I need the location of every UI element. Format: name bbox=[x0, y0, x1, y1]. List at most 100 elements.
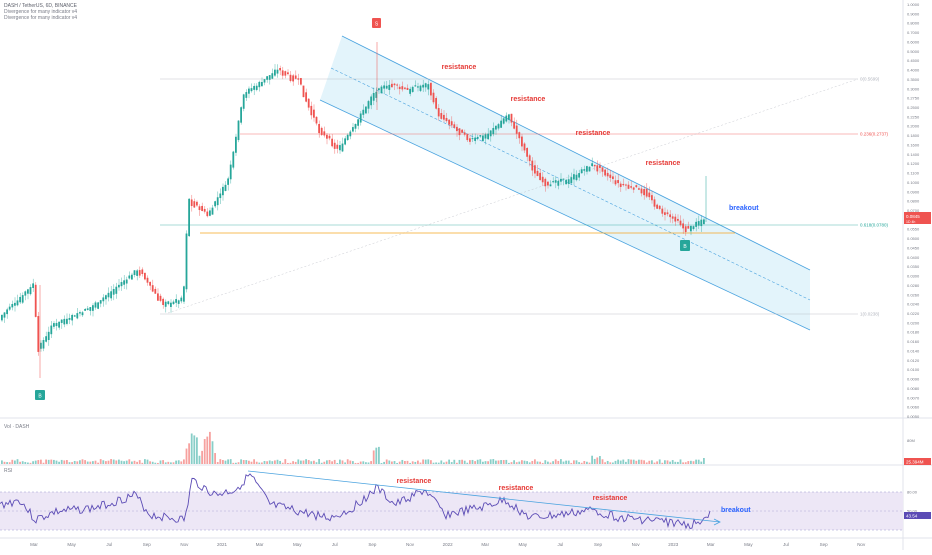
candle-body bbox=[128, 275, 131, 279]
volume-bar bbox=[235, 462, 237, 464]
candle-body bbox=[141, 269, 144, 275]
candle-body bbox=[32, 283, 34, 288]
candle-body bbox=[112, 289, 115, 295]
volume-bar bbox=[276, 459, 279, 464]
candle-body bbox=[209, 210, 211, 216]
volume-bar bbox=[268, 460, 271, 464]
candle-body bbox=[115, 286, 118, 294]
time-tick-label: 2022 bbox=[443, 542, 454, 547]
candle-body bbox=[443, 114, 445, 120]
price-tick-label: 0.0080 bbox=[907, 386, 920, 391]
volume-bar bbox=[541, 462, 544, 464]
indicator-label-1[interactable]: Divergence for many indicator v4 bbox=[4, 9, 78, 15]
candle-body bbox=[601, 167, 604, 172]
price-tick-label: 1.0000 bbox=[907, 2, 920, 7]
volume-pane-label: Vol · DASH bbox=[4, 424, 30, 430]
candle-body bbox=[565, 179, 567, 185]
candle-body bbox=[664, 212, 666, 215]
price-tick-label: 0.2750 bbox=[907, 96, 920, 101]
channel-lower bbox=[319, 99, 811, 331]
volume-bar bbox=[248, 460, 250, 464]
time-tick-label: May bbox=[519, 542, 528, 547]
volume-bar bbox=[159, 460, 162, 464]
volume-bar bbox=[404, 461, 406, 464]
volume-bar bbox=[60, 459, 63, 464]
volume-bar bbox=[518, 461, 521, 464]
volume-bar bbox=[697, 459, 700, 464]
volume-bar bbox=[32, 461, 34, 464]
volume-bar bbox=[326, 460, 328, 464]
volume-bar bbox=[461, 459, 463, 464]
candle-body bbox=[336, 144, 339, 149]
price-tick-label: 0.0100 bbox=[907, 367, 920, 372]
candle-body bbox=[554, 180, 557, 183]
candle-body bbox=[185, 233, 188, 290]
indicator-label-2[interactable]: Divergence for many indicator v4 bbox=[4, 15, 78, 21]
volume-bar bbox=[661, 462, 664, 464]
candle-body bbox=[560, 178, 562, 182]
volume-bar bbox=[513, 460, 515, 464]
candle-body bbox=[450, 121, 453, 126]
volume-bar bbox=[669, 461, 671, 464]
candle-body bbox=[510, 113, 513, 123]
volume-bar bbox=[502, 460, 505, 464]
volume-bar bbox=[547, 461, 549, 464]
candle-body bbox=[453, 124, 456, 128]
candle-body bbox=[648, 192, 651, 198]
volume-bar bbox=[6, 462, 8, 464]
volume-bar bbox=[583, 461, 586, 464]
candle-body bbox=[687, 226, 690, 229]
volume-bar bbox=[328, 459, 331, 464]
price-tick-label: 0.6000 bbox=[907, 39, 920, 44]
candle-body bbox=[180, 297, 183, 302]
candle-body bbox=[414, 85, 417, 87]
volume-bar bbox=[443, 462, 445, 464]
volume-bar bbox=[658, 459, 661, 464]
breakout-annotation: breakout bbox=[729, 205, 759, 212]
candle-body bbox=[471, 138, 474, 140]
candle-body bbox=[245, 92, 248, 98]
candle-body bbox=[578, 173, 580, 178]
volume-bar bbox=[635, 460, 638, 464]
resistance-annotation: resistance bbox=[511, 96, 546, 103]
volume-bar bbox=[417, 460, 419, 464]
volume-bar bbox=[305, 459, 307, 464]
resistance-annotation: resistance bbox=[576, 130, 611, 137]
volume-bar bbox=[203, 439, 206, 464]
volume-bar bbox=[531, 460, 534, 464]
volume-bar bbox=[149, 461, 151, 464]
candle-body bbox=[526, 147, 528, 157]
volume-bar bbox=[528, 462, 531, 464]
candle-body bbox=[68, 317, 71, 320]
rsi-breakout-annotation: breakout bbox=[721, 507, 751, 514]
volume-bar bbox=[560, 459, 562, 464]
candle-body bbox=[313, 109, 315, 118]
candle-body bbox=[227, 178, 229, 185]
price-tick-label: 0.4500 bbox=[907, 58, 920, 63]
volume-bar bbox=[370, 461, 372, 464]
volume-bar bbox=[99, 459, 102, 464]
candle-body bbox=[456, 126, 458, 132]
candle-body bbox=[240, 107, 242, 123]
volume-bar bbox=[105, 461, 107, 464]
time-tick-label: Mar bbox=[30, 542, 38, 547]
volume-bar bbox=[352, 461, 354, 464]
volume-bar bbox=[284, 459, 287, 464]
candle-body bbox=[123, 280, 125, 285]
candle-body bbox=[427, 84, 430, 90]
volume-bar bbox=[406, 460, 409, 464]
volume-bar bbox=[281, 462, 284, 464]
candle-body bbox=[146, 277, 149, 283]
candle-body bbox=[557, 180, 560, 186]
candle-body bbox=[222, 186, 224, 196]
volume-bar bbox=[172, 462, 175, 464]
fib-level-label: 0(0.5699) bbox=[860, 77, 880, 82]
price-tick-label: 0.0060 bbox=[907, 405, 920, 410]
volume-bar bbox=[274, 460, 276, 464]
fib-level-label: 0.236(0.2737) bbox=[860, 132, 889, 137]
volume-bar bbox=[45, 459, 47, 464]
volume-bar bbox=[193, 435, 196, 464]
candle-body bbox=[175, 299, 177, 303]
